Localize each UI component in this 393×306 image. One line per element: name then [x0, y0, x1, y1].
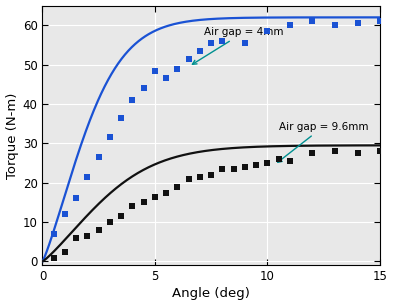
Point: [287, 23, 293, 28]
Point: [174, 66, 181, 71]
Point: [264, 29, 271, 34]
Text: Air gap = 4mm: Air gap = 4mm: [193, 27, 284, 64]
Point: [84, 174, 91, 179]
Point: [51, 255, 57, 260]
Point: [84, 233, 91, 238]
Point: [73, 235, 79, 240]
Point: [118, 214, 124, 219]
Point: [51, 231, 57, 236]
Point: [377, 19, 383, 24]
Point: [242, 165, 248, 170]
Point: [141, 200, 147, 205]
Point: [185, 176, 192, 181]
Y-axis label: Torque (N-m): Torque (N-m): [6, 92, 18, 179]
Point: [197, 174, 203, 179]
Text: Air gap = 9.6mm: Air gap = 9.6mm: [278, 121, 368, 162]
Point: [62, 212, 68, 217]
Point: [107, 135, 113, 140]
Point: [163, 190, 169, 195]
Point: [95, 228, 102, 233]
Point: [287, 159, 293, 163]
Point: [95, 155, 102, 160]
X-axis label: Angle (deg): Angle (deg): [172, 287, 250, 300]
Point: [118, 115, 124, 120]
Point: [309, 151, 316, 156]
Point: [152, 68, 158, 73]
Point: [152, 194, 158, 199]
Point: [354, 151, 361, 156]
Point: [129, 98, 136, 103]
Point: [377, 149, 383, 154]
Point: [208, 40, 214, 45]
Point: [141, 86, 147, 91]
Point: [73, 196, 79, 201]
Point: [242, 40, 248, 45]
Point: [332, 149, 338, 154]
Point: [231, 166, 237, 171]
Point: [129, 204, 136, 209]
Point: [174, 184, 181, 189]
Point: [208, 172, 214, 177]
Point: [219, 39, 226, 43]
Point: [354, 21, 361, 26]
Point: [332, 23, 338, 28]
Point: [275, 157, 282, 162]
Point: [185, 56, 192, 61]
Point: [253, 162, 259, 167]
Point: [219, 166, 226, 171]
Point: [107, 220, 113, 225]
Point: [197, 48, 203, 53]
Point: [62, 249, 68, 254]
Point: [163, 76, 169, 81]
Point: [264, 161, 271, 166]
Point: [309, 19, 316, 24]
